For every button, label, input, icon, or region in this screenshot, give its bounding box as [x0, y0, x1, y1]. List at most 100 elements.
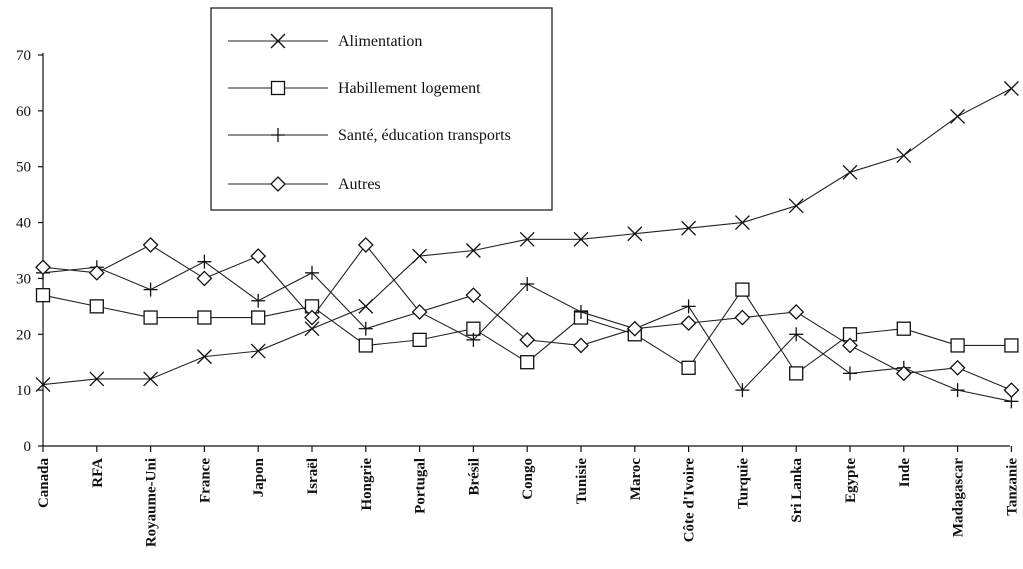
y-tick-label: 40 — [16, 216, 31, 232]
legend-entry: Habillement logement — [228, 80, 481, 97]
legend: Alimentation Habillement logement Santé, é… — [210, 7, 553, 211]
diamond-marker — [1003, 382, 1020, 399]
diamond-marker — [88, 264, 105, 281]
x-marker — [734, 215, 750, 231]
plus-marker — [358, 321, 373, 336]
data-point — [142, 236, 159, 253]
x-tick-label: Israël — [305, 458, 321, 495]
data-point — [950, 338, 965, 353]
x-marker — [304, 321, 320, 337]
x-marker — [788, 198, 804, 214]
data-point — [411, 304, 428, 320]
x-tick-label: Côte d'Ivoire — [682, 458, 698, 543]
data-point — [519, 331, 536, 348]
x-tick-label: RFA — [90, 458, 106, 488]
x-tick-label: Tanzanie — [1004, 458, 1020, 516]
data-point — [250, 343, 266, 359]
plus-marker — [143, 282, 158, 297]
x-tick-label: Congo — [520, 458, 536, 500]
data-point — [89, 371, 105, 387]
diamond-marker — [949, 359, 966, 376]
data-point — [680, 315, 697, 332]
data-point — [681, 220, 697, 236]
legend-entry: Autres — [228, 176, 381, 193]
x-marker — [196, 349, 212, 365]
x-marker-stroke — [35, 377, 51, 393]
diamond-marker — [788, 304, 805, 320]
x-tick-label: Egypte — [843, 458, 859, 503]
data-point — [466, 332, 481, 347]
x-marker-stroke — [573, 231, 589, 247]
diamond-marker — [270, 176, 286, 192]
data-point — [358, 298, 374, 314]
y-tick-label: 50 — [16, 160, 31, 176]
legend-label: Santé, éducation transports — [338, 127, 511, 144]
data-point — [519, 231, 535, 247]
data-point — [143, 282, 158, 297]
x-marker-stroke — [950, 108, 966, 124]
data-point — [143, 371, 159, 387]
data-point — [1003, 382, 1020, 399]
data-point — [88, 264, 105, 281]
data-point — [251, 293, 266, 308]
data-point — [357, 236, 374, 253]
data-point — [789, 366, 804, 381]
plus-marker — [197, 254, 212, 269]
data-point — [681, 299, 696, 314]
square-marker — [412, 332, 427, 348]
data-point — [520, 277, 535, 292]
series-square — [35, 282, 1019, 381]
x-marker-stroke — [681, 220, 697, 236]
square-marker — [35, 288, 51, 303]
y-tick-label: 70 — [16, 48, 31, 64]
x-tick-label: Hongrie — [359, 458, 375, 511]
y-tick-label: 20 — [16, 327, 31, 343]
data-point — [681, 360, 696, 375]
data-point — [735, 383, 750, 398]
plus-marker — [271, 128, 285, 142]
legend-box — [210, 7, 553, 211]
data-point — [89, 299, 104, 314]
data-point — [304, 309, 320, 326]
square-marker — [197, 310, 212, 325]
x-marker — [89, 371, 105, 387]
square-marker — [896, 321, 911, 336]
x-marker-stroke — [842, 164, 858, 180]
diamond-marker — [465, 287, 482, 304]
data-point — [734, 309, 751, 326]
data-point — [35, 259, 51, 276]
y-tick-label: 0 — [24, 439, 32, 455]
plus-marker — [789, 327, 804, 342]
x-marker-stroke — [896, 148, 912, 164]
y-tick-label: 30 — [16, 271, 31, 287]
data-point — [788, 304, 805, 320]
diamond-marker — [196, 270, 213, 287]
plus-marker — [574, 304, 588, 319]
diamond-marker — [626, 320, 643, 337]
data-point — [197, 310, 212, 325]
data-point — [735, 282, 750, 297]
diamond-marker — [573, 337, 589, 354]
plus-marker — [950, 383, 965, 398]
plus-marker — [843, 366, 857, 381]
square-marker — [89, 299, 104, 314]
x-marker-stroke — [270, 33, 286, 49]
x-marker-stroke — [89, 371, 105, 387]
x-tick-label: Portugal — [413, 458, 429, 514]
x-marker-stroke — [1003, 81, 1019, 96]
x-tick-label: Inde — [897, 458, 913, 488]
x-marker — [412, 248, 428, 264]
data-point — [896, 148, 912, 164]
x-marker — [35, 377, 51, 393]
x-tick-label: France — [197, 458, 213, 503]
plus-marker — [466, 332, 481, 347]
square-marker — [1004, 338, 1019, 353]
x-tick-label: Maroc — [628, 458, 644, 501]
data-point — [789, 327, 804, 342]
plus-marker — [681, 299, 696, 314]
diamond-marker — [357, 236, 374, 253]
diamond-marker — [304, 309, 320, 326]
data-point — [950, 108, 966, 124]
series-diamond — [35, 236, 1020, 399]
data-point — [520, 355, 535, 370]
